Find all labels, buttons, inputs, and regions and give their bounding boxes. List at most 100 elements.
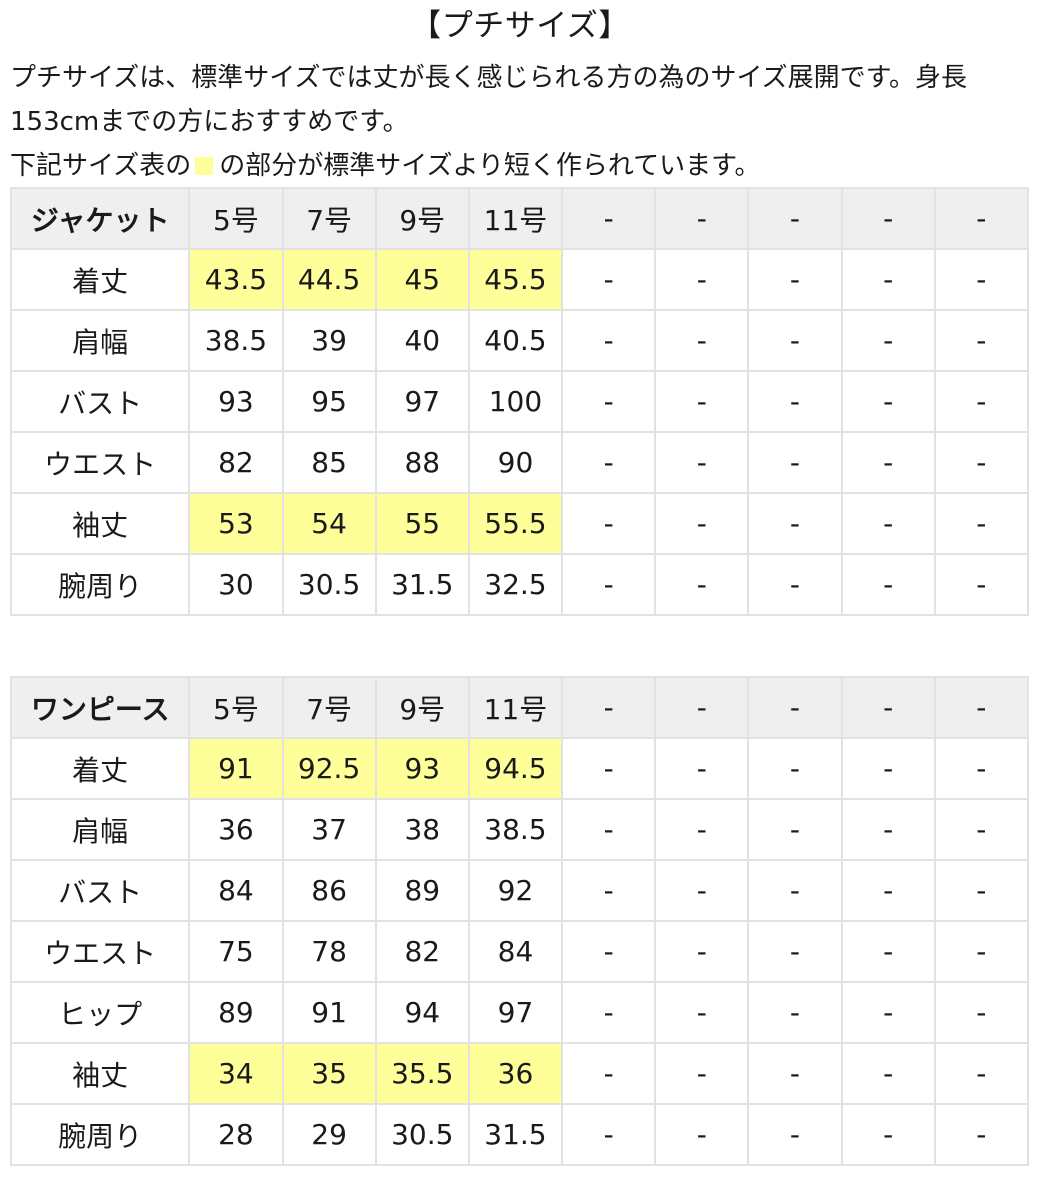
table-header-row: ワンピース 5号 7号 9号 11号 - - - - -	[9, 676, 1030, 739]
measurement-cell: -	[840, 431, 936, 494]
table-title: ジャケット	[9, 187, 191, 250]
measurement-cell: -	[561, 920, 657, 983]
size-header-cell: -	[747, 676, 843, 739]
measurement-cell: -	[561, 1042, 657, 1105]
measurement-cell: -	[840, 1103, 936, 1166]
intro-line-2-before: 下記サイズ表の	[10, 151, 192, 181]
measurement-cell: -	[747, 431, 843, 494]
measurement-cell: 36	[188, 798, 284, 861]
measurement-cell: 39	[281, 309, 377, 372]
size-header-cell: -	[840, 676, 936, 739]
size-header-cell: 7号	[281, 676, 377, 739]
measurement-cell: 45.5	[467, 248, 564, 311]
measurement-cell: -	[933, 1042, 1030, 1105]
measurement-cell: -	[561, 798, 657, 861]
measurement-cell: 89	[374, 859, 470, 922]
size-header-cell: 9号	[374, 187, 470, 250]
measurement-cell: 38	[374, 798, 470, 861]
highlight-swatch	[195, 157, 214, 175]
measurement-cell: 55.5	[467, 492, 564, 555]
measurement-cell: 40	[374, 309, 470, 372]
measurement-cell: 35	[281, 1042, 377, 1105]
measurement-cell: 93	[188, 370, 284, 433]
row-label: 着丈	[9, 737, 191, 800]
row-label: 肩幅	[9, 309, 191, 372]
measurement-cell: 94.5	[467, 737, 564, 800]
measurement-cell: -	[840, 492, 936, 555]
measurement-cell: -	[561, 737, 657, 800]
table-header-row: ジャケット 5号 7号 9号 11号 - - - - -	[9, 187, 1030, 250]
size-header-cell: 11号	[467, 187, 564, 250]
measurement-cell: -	[654, 737, 750, 800]
row-label: バスト	[9, 859, 191, 922]
measurement-cell: -	[654, 309, 750, 372]
size-header-cell: -	[654, 676, 750, 739]
measurement-cell: -	[654, 1103, 750, 1166]
intro-line-1: プチサイズは、標準サイズでは丈が長く感じられる方の為のサイズ展開です。身長153…	[10, 63, 968, 137]
measurement-cell: -	[840, 309, 936, 372]
measurement-cell: 86	[281, 859, 377, 922]
measurement-cell: 30.5	[281, 553, 377, 616]
measurement-cell: 94	[374, 981, 470, 1044]
measurement-cell: 91	[188, 737, 284, 800]
measurement-cell: -	[933, 1103, 1030, 1166]
measurement-cell: 84	[467, 920, 564, 983]
measurement-cell: -	[933, 492, 1030, 555]
row-label: 着丈	[9, 248, 191, 311]
measurement-cell: -	[561, 309, 657, 372]
measurement-cell: 88	[374, 431, 470, 494]
intro-line-2-after: の部分が標準サイズより短く作られています。	[219, 151, 761, 181]
measurement-cell: 30	[188, 553, 284, 616]
size-header-cell: 7号	[281, 187, 377, 250]
measurement-cell: -	[840, 248, 936, 311]
measurement-cell: -	[561, 553, 657, 616]
size-header-cell: 9号	[374, 676, 470, 739]
measurement-cell: -	[933, 309, 1030, 372]
measurement-cell: 84	[188, 859, 284, 922]
measurement-cell: -	[933, 920, 1030, 983]
measurement-cell: -	[840, 798, 936, 861]
measurement-cell: -	[654, 431, 750, 494]
measurement-cell: -	[840, 981, 936, 1044]
measurement-cell: -	[933, 370, 1030, 433]
measurement-cell: -	[747, 737, 843, 800]
table-row: 袖丈 53 54 55 55.5- - - - -	[9, 492, 1030, 555]
measurement-cell: -	[747, 1103, 843, 1166]
measurement-cell: 89	[188, 981, 284, 1044]
measurement-cell: -	[654, 981, 750, 1044]
measurement-cell: 95	[281, 370, 377, 433]
row-label: 袖丈	[9, 492, 191, 555]
measurement-cell: -	[561, 859, 657, 922]
row-label: ウエスト	[9, 920, 191, 983]
measurement-cell: 31.5	[374, 553, 470, 616]
row-label: ウエスト	[9, 431, 191, 494]
size-header-cell: -	[561, 187, 657, 250]
measurement-cell: -	[840, 920, 936, 983]
measurement-cell: -	[654, 859, 750, 922]
size-header-cell: -	[561, 676, 657, 739]
measurement-cell: -	[747, 859, 843, 922]
row-label: 腕周り	[9, 1103, 191, 1166]
measurement-cell: -	[654, 798, 750, 861]
measurement-cell: -	[747, 920, 843, 983]
measurement-cell: -	[747, 1042, 843, 1105]
table-row: 肩幅 36 37 38 38.5- - - - -	[9, 798, 1030, 861]
measurement-cell: 92	[467, 859, 564, 922]
size-header-cell: -	[933, 187, 1030, 250]
measurement-cell: -	[654, 553, 750, 616]
measurement-cell: -	[561, 370, 657, 433]
intro-line-2: 下記サイズ表の の部分が標準サイズより短く作られています。	[10, 144, 1035, 188]
measurement-cell: 36	[467, 1042, 564, 1105]
size-header-cell: -	[933, 676, 1030, 739]
measurement-cell: 85	[281, 431, 377, 494]
measurement-cell: 38.5	[467, 798, 564, 861]
table-row: 腕周り 30 30.5 31.5 32.5- - - - -	[9, 553, 1030, 616]
table-row: バスト 84 86 89 92- - - - -	[9, 859, 1030, 922]
measurement-cell: 100	[467, 370, 564, 433]
measurement-cell: -	[933, 248, 1030, 311]
table-row: 袖丈 34 35 35.5 36- - - - -	[9, 1042, 1030, 1105]
row-label: ヒップ	[9, 981, 191, 1044]
measurement-cell: -	[747, 309, 843, 372]
table-row: ウエスト 75 78 82 84- - - - -	[9, 920, 1030, 983]
onepiece-size-table: ワンピース 5号 7号 9号 11号 - - - - - 着丈 91 92.5 93 94.5- - - - - 肩幅…	[9, 676, 1030, 1166]
